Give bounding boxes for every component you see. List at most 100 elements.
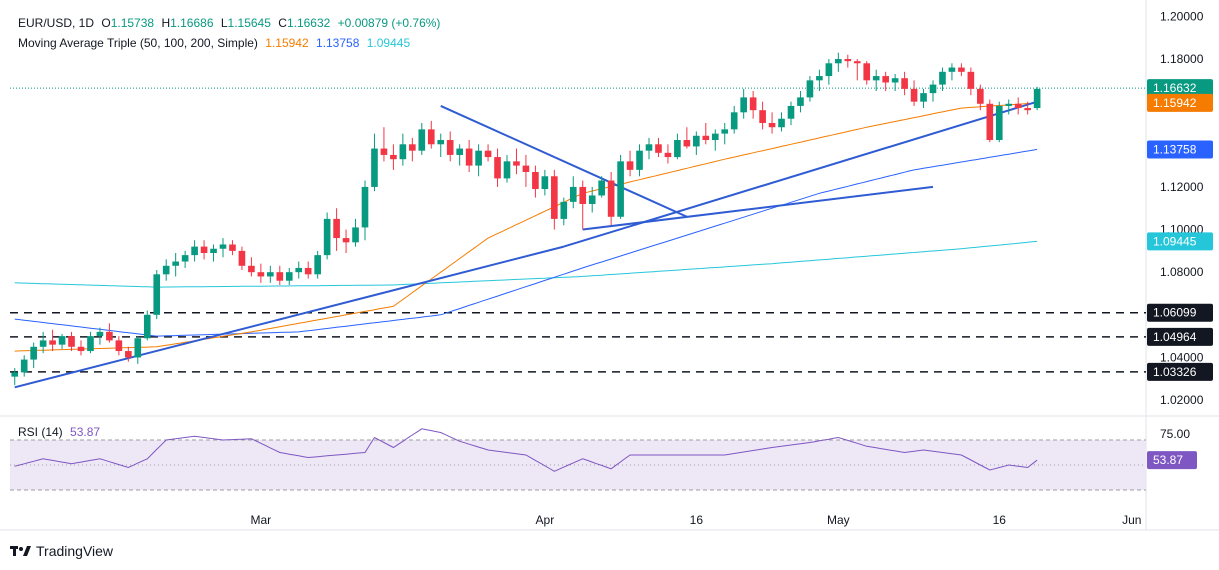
rsi-value-label: 53.87 xyxy=(1153,453,1183,467)
candle-body xyxy=(863,63,871,81)
candle-body xyxy=(910,88,918,102)
candle-body xyxy=(664,152,672,158)
candle-body xyxy=(181,255,189,262)
price-label-box-5 xyxy=(1147,327,1213,346)
candle-body xyxy=(674,140,681,158)
candle-body xyxy=(626,161,634,170)
price-pane xyxy=(10,10,1146,415)
candle-body xyxy=(636,150,643,170)
candle-body xyxy=(532,172,539,190)
candle-body xyxy=(153,274,161,315)
ma100-value: 1.13758 xyxy=(316,36,360,50)
candle-body xyxy=(929,84,937,94)
candle-body xyxy=(342,238,350,243)
rsi-legend-value: 53.87 xyxy=(70,425,101,439)
sma50-line xyxy=(14,102,1038,352)
trendline-3 xyxy=(582,185,934,231)
candle-body xyxy=(693,135,700,147)
price-label-text-0: 1.16632 xyxy=(1153,81,1197,95)
candle-body xyxy=(333,218,340,239)
x-tick-label: 16 xyxy=(993,513,1007,527)
candle-body xyxy=(1014,103,1022,109)
candle-body xyxy=(872,76,880,81)
candle-body xyxy=(134,338,142,358)
candle-body xyxy=(285,272,293,281)
candle-body xyxy=(787,105,795,119)
price-label-box-2 xyxy=(1147,140,1213,159)
price-label-box-4 xyxy=(1147,303,1213,322)
price-label-text-1: 1.15942 xyxy=(1153,96,1197,110)
candle-body xyxy=(503,161,511,179)
candle-body xyxy=(759,110,766,123)
x-tick-label: May xyxy=(827,513,850,527)
candle-body xyxy=(210,248,217,253)
candle-body xyxy=(797,97,804,106)
candle-body xyxy=(901,78,908,89)
price-label-box-6 xyxy=(1147,362,1213,381)
candle-body xyxy=(77,346,85,352)
candle-body xyxy=(1005,103,1013,106)
candle-body xyxy=(560,201,568,219)
rsi-line xyxy=(14,428,1038,472)
tradingview-icon xyxy=(10,546,31,556)
candle-body xyxy=(891,78,899,83)
low-label: L xyxy=(220,16,228,30)
candle-body xyxy=(939,71,946,85)
candle-body xyxy=(371,148,378,187)
price-tick-label: 1.20000 xyxy=(1160,9,1204,23)
candle-body xyxy=(986,103,994,141)
ma-legend: Moving Average Triple (50, 100, 200, Sim… xyxy=(18,36,414,50)
candle-body xyxy=(702,135,710,141)
ma50-value: 1.15942 xyxy=(265,36,309,50)
candle-body xyxy=(844,59,852,62)
symbol-legend: EUR/USD, 1D O1.15738 H1.16686 L1.15645 C… xyxy=(18,16,444,30)
candle-body xyxy=(778,118,785,128)
price-label-text-6: 1.03326 xyxy=(1153,365,1197,379)
price-label-text-4: 1.06099 xyxy=(1153,306,1197,320)
candle-body xyxy=(645,144,653,151)
candle-body xyxy=(1033,88,1041,109)
candle-body xyxy=(607,180,615,217)
candle-body xyxy=(484,150,492,158)
sma200-line xyxy=(14,240,1038,288)
price-label-box-1 xyxy=(1147,93,1213,112)
candle-body xyxy=(20,359,28,373)
price-tick-label: 1.02000 xyxy=(1160,393,1204,407)
candle-body xyxy=(541,176,549,190)
candle-body xyxy=(352,227,359,243)
price-label-text-3: 1.09445 xyxy=(1153,234,1197,248)
candle-body xyxy=(711,133,719,141)
candle-body xyxy=(143,314,151,339)
candle-body xyxy=(257,272,265,277)
symbol-name: EUR/USD, 1D xyxy=(18,16,95,30)
high-value: 1.16686 xyxy=(170,16,214,30)
candle-body xyxy=(551,176,558,219)
candle-body xyxy=(87,336,94,352)
x-tick-label: Jun xyxy=(1122,513,1141,527)
price-label-box-3 xyxy=(1147,232,1213,251)
tradingview-logo[interactable]: TradingView xyxy=(10,543,113,559)
price-tick-label: 1.04000 xyxy=(1160,350,1204,364)
trendline-0 xyxy=(14,245,565,389)
brand-name: TradingView xyxy=(36,543,114,559)
candle-body xyxy=(437,140,445,145)
candle-body xyxy=(106,331,113,341)
candle-body xyxy=(683,140,691,147)
candle-body xyxy=(229,244,236,251)
ma-label: Moving Average Triple (50, 100, 200, Sim… xyxy=(18,36,258,50)
open-label: O xyxy=(101,16,111,30)
candle-body xyxy=(172,261,179,266)
candle-body xyxy=(446,140,454,155)
candle-body xyxy=(475,150,482,166)
candle-body xyxy=(958,67,965,72)
candle-body xyxy=(418,129,426,151)
candle-body xyxy=(68,336,75,347)
candle-body xyxy=(427,129,435,145)
candles-group xyxy=(11,52,1041,386)
change-value: +0.00879 (+0.76%) xyxy=(337,16,441,30)
rsi-legend: RSI (14) 53.87 xyxy=(18,425,104,439)
candle-body xyxy=(125,351,132,358)
price-label-text-2: 1.13758 xyxy=(1153,142,1197,156)
candle-body xyxy=(11,372,19,377)
